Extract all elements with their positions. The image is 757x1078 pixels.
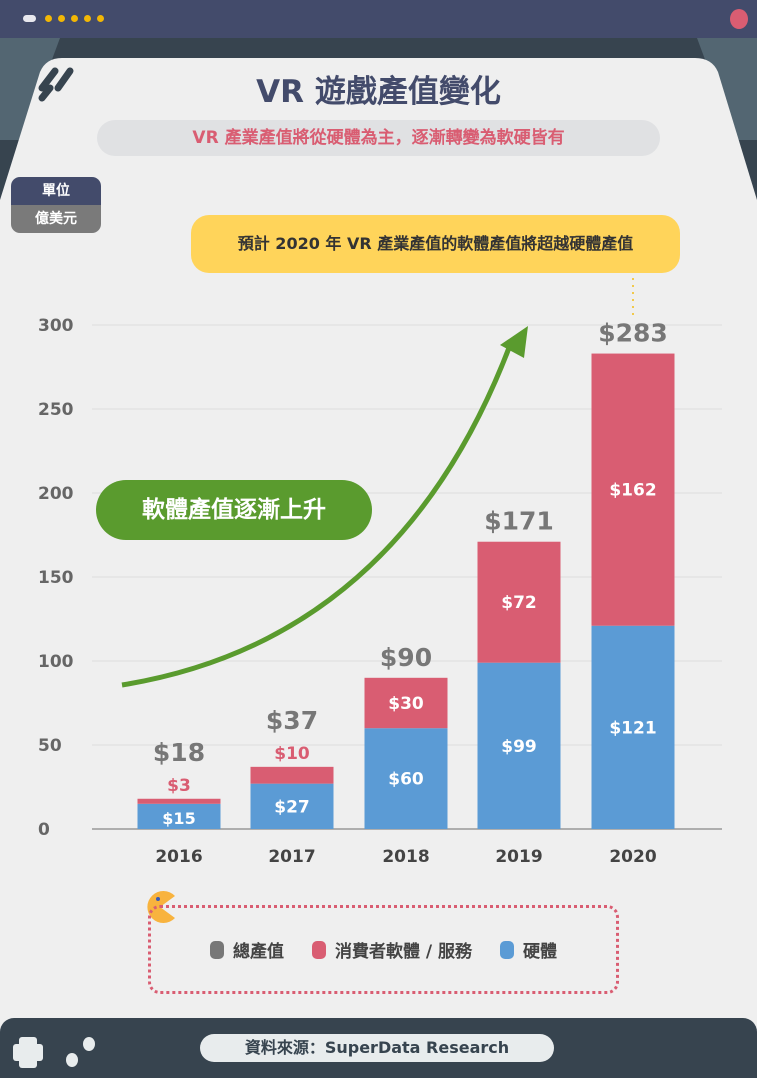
hardware-value-label: $60 — [388, 770, 424, 790]
page-title: VR 遊戲產值變化 — [256, 74, 501, 110]
x-tick-label: 2018 — [382, 847, 429, 867]
hardware-value-label: $15 — [162, 809, 195, 828]
hardware-value-label: $121 — [609, 718, 656, 738]
arrowhead-icon — [500, 326, 528, 358]
bar-software — [591, 353, 675, 626]
legend-item-hardware: 硬體 — [500, 937, 557, 962]
legend-item-total: 總產值 — [209, 937, 284, 962]
software-value-label: $72 — [501, 593, 537, 613]
hardware-value-label: $27 — [274, 797, 310, 817]
dot-icon — [71, 15, 78, 22]
slash-deco-icon — [38, 67, 74, 102]
bar-software — [477, 541, 561, 663]
y-tick-label: 200 — [38, 484, 74, 504]
y-tick-label: 150 — [38, 568, 74, 588]
trend-arrow — [121, 339, 515, 688]
bar-hardware — [137, 803, 221, 829]
total-value-label: $18 — [153, 738, 205, 767]
software-value-label: $162 — [609, 481, 656, 501]
total-value-label: $90 — [380, 643, 432, 672]
unit-badge: 單位 億美元 — [11, 177, 101, 233]
bar-software — [250, 766, 334, 784]
callout-note: 預計 2020 年 VR 產業產值的軟體產值將超越硬體產值 — [191, 215, 680, 273]
unit-value: 億美元 — [11, 205, 101, 233]
total-value-label: $37 — [266, 706, 318, 735]
bar-hardware — [250, 783, 334, 829]
unit-label: 單位 — [11, 177, 101, 205]
top-bar — [0, 0, 757, 38]
bar-software — [137, 798, 221, 804]
trend-label: 軟體產值逐漸上升 — [96, 480, 372, 540]
subtitle: VR 產業產值將從硬體為主，逐漸轉變為軟硬皆有 — [97, 120, 660, 156]
y-tick-label: 300 — [38, 316, 74, 336]
dot-icon — [97, 15, 104, 22]
dot-icon — [84, 15, 91, 22]
bar-hardware — [591, 625, 675, 829]
bar-hardware — [364, 728, 448, 829]
y-tick-label: 250 — [38, 400, 74, 420]
legend-label: 消費者軟體 / 服務 — [334, 942, 473, 962]
x-tick-label: 2020 — [609, 847, 656, 867]
legend-label: 硬體 — [523, 942, 558, 962]
bar-hardware — [477, 662, 561, 829]
record-icon — [730, 9, 748, 29]
source-text: 資料來源：SuperData Research — [200, 1034, 554, 1062]
hardware-value-label: $99 — [501, 737, 537, 757]
y-tick-label: 50 — [38, 736, 62, 756]
dot-icon — [45, 15, 52, 22]
bar-software — [364, 677, 448, 729]
dot-icon — [58, 15, 65, 22]
total-value-label: $171 — [484, 507, 554, 536]
software-value-label: $10 — [274, 744, 310, 764]
x-tick-label: 2016 — [155, 847, 202, 867]
legend: 總產值 消費者軟體 / 服務 硬體 — [148, 905, 619, 994]
y-tick-label: 100 — [38, 652, 74, 672]
menu-pill-icon — [23, 15, 36, 22]
x-tick-label: 2017 — [268, 847, 315, 867]
software-value-label: $30 — [388, 694, 424, 714]
software-value-label: $3 — [167, 776, 191, 796]
legend-label: 總產值 — [232, 942, 284, 962]
x-tick-label: 2019 — [495, 847, 542, 867]
y-tick-label: 0 — [38, 820, 50, 840]
total-value-label: $283 — [598, 319, 668, 348]
legend-item-software: 消費者軟體 / 服務 — [311, 937, 473, 962]
